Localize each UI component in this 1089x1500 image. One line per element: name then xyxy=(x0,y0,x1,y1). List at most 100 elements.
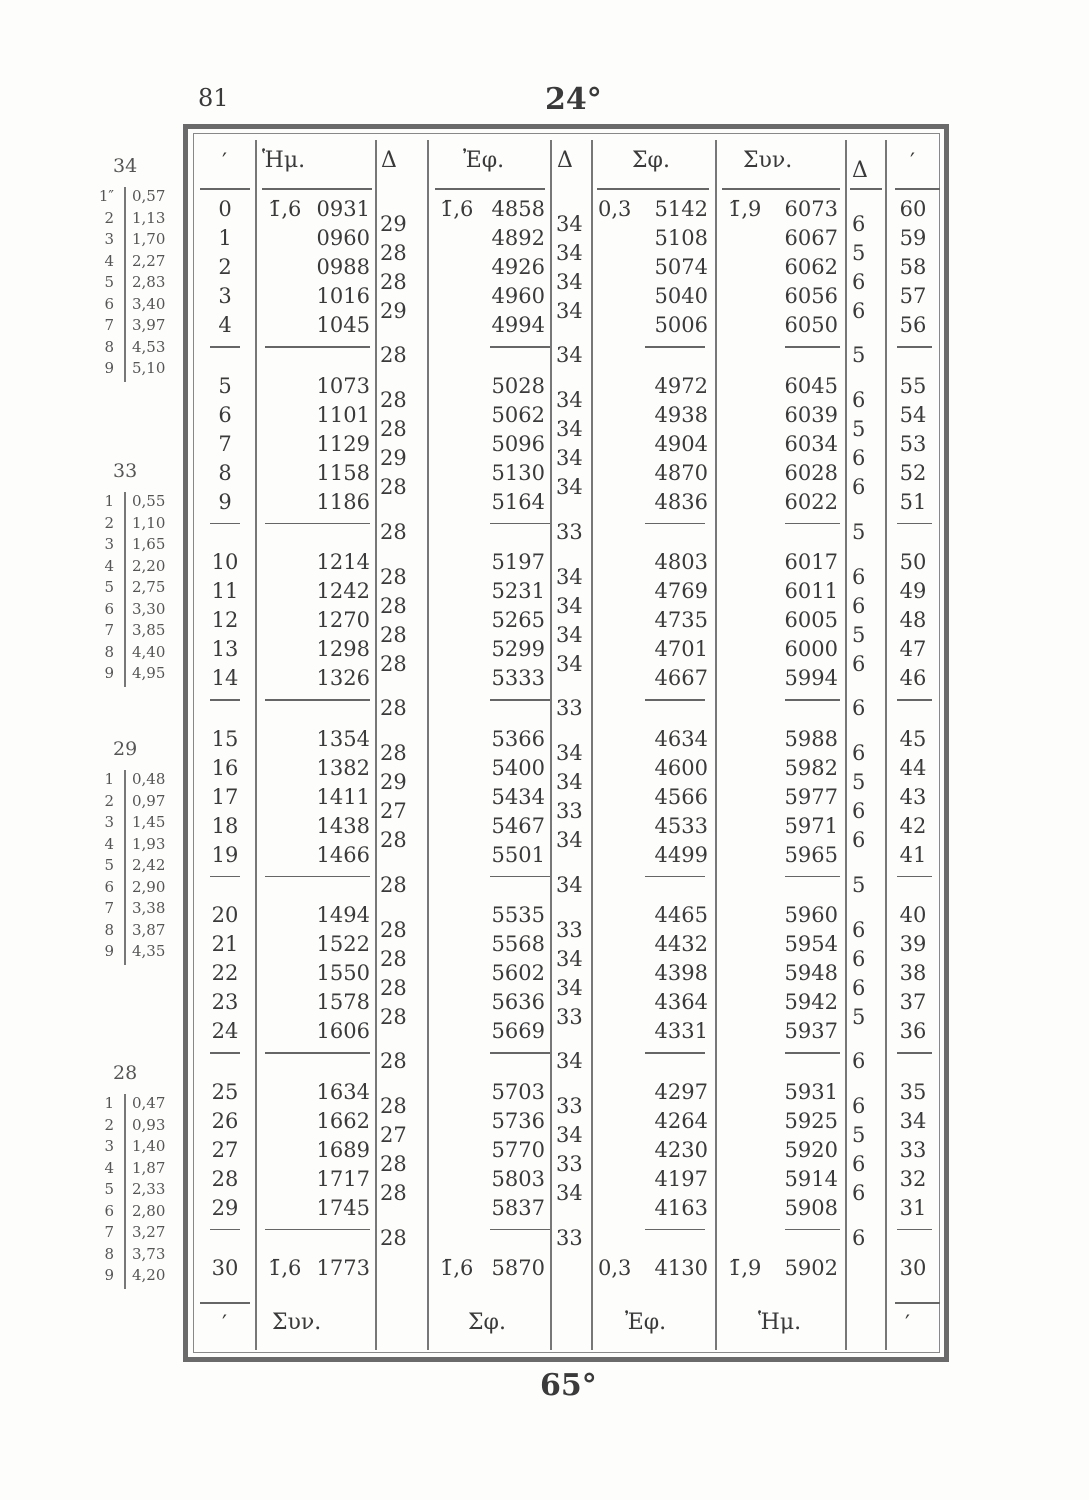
tan-delta: 34 xyxy=(556,651,583,676)
pp-label: 8 xyxy=(104,920,114,939)
sin-value: 1242 xyxy=(316,579,370,603)
tan-value: 5366 xyxy=(491,726,545,751)
sin-prefix: 1̄,6 xyxy=(268,197,302,221)
sin-delta: 28 xyxy=(380,475,407,499)
tan-value: 5736 xyxy=(491,1108,545,1133)
pp-label: 5 xyxy=(104,856,114,874)
header-rule xyxy=(722,188,840,190)
cot-value: 4499 xyxy=(654,842,708,867)
pp-label: 8 xyxy=(104,337,114,356)
tan-delta: 33 xyxy=(556,1004,583,1029)
minute-left: 16 xyxy=(211,755,239,780)
cos-delta: 5 xyxy=(852,872,866,897)
sin-value: 1689 xyxy=(316,1137,370,1162)
sin-value: 1270 xyxy=(316,608,370,632)
tan-value: 5703 xyxy=(491,1079,545,1104)
tan-delta: 33 xyxy=(556,799,583,823)
cot-prefix: 0,3 xyxy=(598,1256,632,1280)
cos-delta: 6 xyxy=(852,1049,866,1074)
pp-divider xyxy=(124,492,126,687)
pp-label: 3 xyxy=(104,230,114,248)
sin-value: 1101 xyxy=(316,402,370,427)
cos-value: 5942 xyxy=(784,990,838,1014)
cot-value: 5040 xyxy=(654,284,708,308)
minute-right: 42 xyxy=(899,813,927,838)
cos-value: 5948 xyxy=(784,961,838,985)
minute-right: 36 xyxy=(899,1019,927,1043)
cos-value: 6039 xyxy=(784,402,838,427)
cos-delta: 6 xyxy=(852,741,866,765)
footer-rule xyxy=(200,1302,250,1304)
tan-value: 5803 xyxy=(491,1166,545,1191)
cos-value: 5931 xyxy=(784,1079,838,1104)
minute-left: 7 xyxy=(218,431,232,456)
sin-value: 1045 xyxy=(316,313,370,337)
tan-delta: 34 xyxy=(556,593,583,618)
minute-left: 4 xyxy=(218,313,232,337)
cos-delta: 6 xyxy=(852,475,866,499)
pp-label: 7 xyxy=(104,316,114,334)
footer-tan: Ἐφ. xyxy=(625,1310,667,1335)
cos-delta: 6 xyxy=(852,1094,866,1118)
cos-delta: 5 xyxy=(852,622,866,647)
cos-delta: 6 xyxy=(852,1225,866,1250)
cos-value: 6073 xyxy=(784,197,838,221)
tan-delta: 34 xyxy=(556,564,583,589)
tan-delta: 34 xyxy=(556,343,583,368)
pp-label: 6 xyxy=(104,1201,114,1220)
pp-value: 3,73 xyxy=(132,1244,166,1263)
pp-label: 2 xyxy=(104,513,114,532)
cot-value: 4566 xyxy=(654,784,708,809)
cot-value: 4600 xyxy=(654,755,708,780)
minute-right: 38 xyxy=(899,961,927,985)
degree-top: 24° xyxy=(545,82,602,117)
pp-label: 9 xyxy=(104,942,114,960)
minute-left: 30 xyxy=(211,1256,239,1280)
cot-value: 4264 xyxy=(654,1108,708,1133)
tan-delta: 34 xyxy=(556,417,583,441)
cos-value: 5908 xyxy=(784,1195,838,1220)
sin-value: 1186 xyxy=(316,489,370,514)
cos-prefix: 1̄,9 xyxy=(728,197,762,221)
tan-value: 5535 xyxy=(491,903,545,927)
sin-delta: 28 xyxy=(380,1152,407,1176)
cot-value: 4163 xyxy=(654,1195,708,1220)
minute-right: 57 xyxy=(899,284,927,308)
column-divider xyxy=(255,140,257,1350)
tan-delta: 34 xyxy=(556,298,583,323)
minute-right: 47 xyxy=(899,637,927,661)
pp-value: 2,20 xyxy=(132,556,166,575)
minute-right: 53 xyxy=(899,431,927,456)
tan-delta: 34 xyxy=(556,975,583,1000)
cos-value: 5982 xyxy=(784,755,838,780)
header-rule xyxy=(262,188,372,190)
group-rule xyxy=(645,1228,705,1230)
tan-delta: 34 xyxy=(556,1049,583,1074)
cos-value: 5937 xyxy=(784,1019,838,1043)
cos-value: 5960 xyxy=(784,903,838,927)
cot-value: 5006 xyxy=(654,313,708,337)
cos-value: 6005 xyxy=(784,608,838,632)
cot-value: 4130 xyxy=(654,1256,708,1280)
cos-value: 5954 xyxy=(784,932,838,956)
pp-value: 4,53 xyxy=(132,337,166,356)
cot-value: 4197 xyxy=(654,1166,708,1191)
group-rule xyxy=(265,1228,370,1230)
cos-delta: 6 xyxy=(852,269,866,294)
tan-value: 5770 xyxy=(491,1137,545,1162)
sin-value: 1773 xyxy=(316,1256,370,1280)
table-inner-frame xyxy=(193,133,940,1353)
cot-value: 4533 xyxy=(654,813,708,838)
tan-value: 4858 xyxy=(491,197,545,221)
cos-prefix: 1̄,9 xyxy=(728,1256,762,1280)
cot-value: 4667 xyxy=(654,666,708,690)
sin-delta: 28 xyxy=(380,269,407,294)
minute-right: 46 xyxy=(899,666,927,690)
tan-value: 5434 xyxy=(491,784,545,809)
tan-value: 5467 xyxy=(491,813,545,838)
minute-right: 48 xyxy=(899,608,927,632)
footer-rule xyxy=(895,1302,940,1304)
pp-value: 2,27 xyxy=(132,251,166,270)
footer-sin: Ἡμ. xyxy=(758,1310,802,1335)
